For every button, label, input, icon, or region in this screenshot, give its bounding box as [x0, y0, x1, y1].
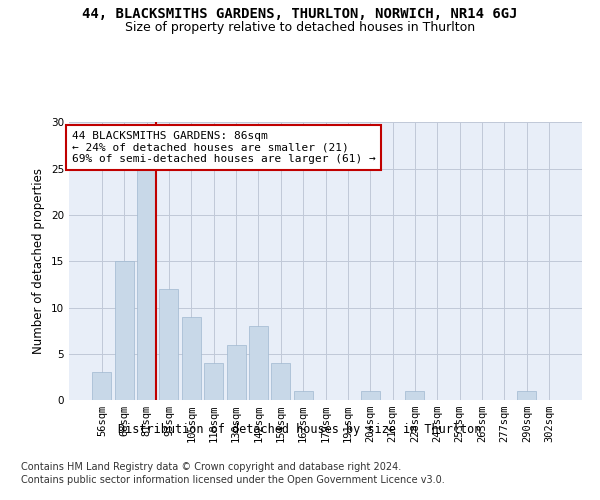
- Bar: [271, 363, 290, 400]
- Bar: [227, 344, 245, 400]
- Bar: [182, 317, 201, 400]
- Y-axis label: Number of detached properties: Number of detached properties: [32, 168, 46, 354]
- Bar: [517, 391, 536, 400]
- Bar: [361, 391, 380, 400]
- Text: Distribution of detached houses by size in Thurlton: Distribution of detached houses by size …: [118, 422, 482, 436]
- Text: Size of property relative to detached houses in Thurlton: Size of property relative to detached ho…: [125, 21, 475, 34]
- Bar: [92, 372, 112, 400]
- Bar: [115, 261, 134, 400]
- Text: 44 BLACKSMITHS GARDENS: 86sqm
← 24% of detached houses are smaller (21)
69% of s: 44 BLACKSMITHS GARDENS: 86sqm ← 24% of d…: [71, 131, 376, 164]
- Bar: [249, 326, 268, 400]
- Text: 44, BLACKSMITHS GARDENS, THURLTON, NORWICH, NR14 6GJ: 44, BLACKSMITHS GARDENS, THURLTON, NORWI…: [82, 8, 518, 22]
- Bar: [406, 391, 424, 400]
- Bar: [204, 363, 223, 400]
- Text: Contains HM Land Registry data © Crown copyright and database right 2024.: Contains HM Land Registry data © Crown c…: [21, 462, 401, 472]
- Bar: [293, 391, 313, 400]
- Bar: [137, 168, 156, 400]
- Bar: [160, 289, 178, 400]
- Text: Contains public sector information licensed under the Open Government Licence v3: Contains public sector information licen…: [21, 475, 445, 485]
